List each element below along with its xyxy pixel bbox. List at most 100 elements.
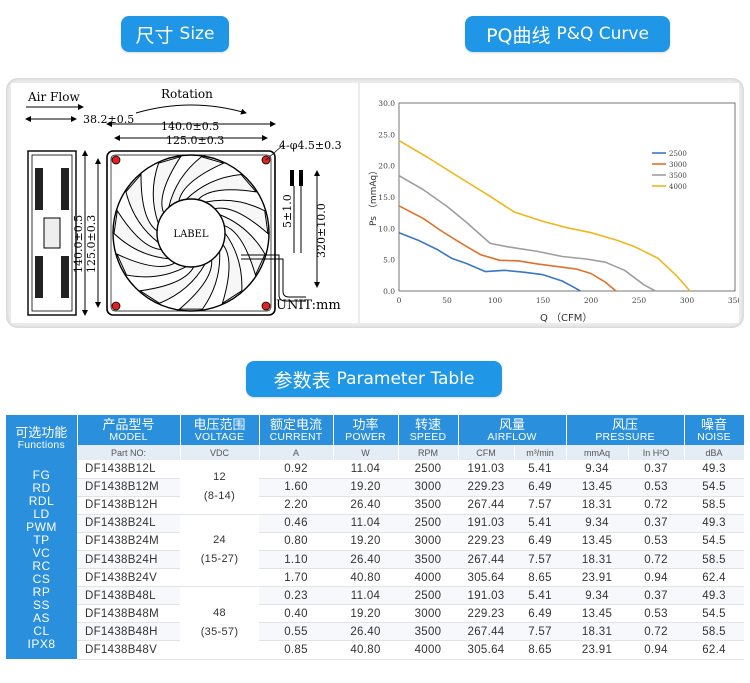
fan-drawing: Air Flow Rotation 38.2±0.5 140.0±0.5 125…	[25, 87, 342, 316]
table-cell: 4000	[398, 640, 458, 660]
table-cell: 0.46	[259, 514, 333, 533]
column-header-en: MODEL	[109, 431, 148, 443]
table-cell: 6.49	[514, 478, 566, 497]
model-cell: DF1438B24M	[77, 532, 180, 551]
column-header: 产品型号 MODEL	[77, 415, 181, 445]
fan-blade	[152, 155, 182, 225]
series-line-2500	[398, 231, 581, 292]
y-tick-label: 5.0	[383, 256, 395, 265]
wire-length-dim: 320±10.0	[315, 203, 328, 258]
model-cell: DF1438B12L	[77, 460, 180, 479]
table-cell: 26.40	[333, 550, 398, 570]
voltage-range: (8-14)	[203, 489, 236, 502]
table-cell: 267.44	[458, 622, 514, 642]
function-item: RD	[32, 480, 51, 495]
column-header-cn: 可选功能	[15, 424, 68, 440]
table-cell: 7.57	[514, 622, 566, 642]
column-header-cn: 电压范围	[193, 417, 246, 432]
column-header-en: Functions	[17, 438, 65, 451]
column-header-cn: 风量	[498, 417, 525, 432]
table-cell: 1.70	[259, 568, 333, 588]
table-cell: 23.91	[566, 640, 628, 660]
table-cell: 19.20	[333, 478, 398, 497]
table-row: DF1438B12M 1.60 19.20 3000 229.23 6.49 13.45 0.…	[6, 478, 744, 497]
table-cell: 2500	[398, 460, 458, 479]
column-header-cn: 噪音	[700, 417, 727, 432]
table-cell: 11.04	[333, 514, 398, 533]
table-cell: 18.31	[566, 622, 628, 642]
function-item: IPX8	[27, 636, 56, 651]
model-cell: DF1438B48M	[77, 604, 180, 624]
table-cell: 191.03	[458, 586, 514, 606]
legend-label: 4000	[669, 183, 687, 191]
size-header-cn: 尺寸	[135, 24, 174, 47]
table-cell: 49.3	[684, 514, 744, 533]
table-cell: 3500	[398, 550, 458, 570]
y-axis-label: Ps （mmAq）	[368, 166, 379, 226]
fan-blade	[221, 231, 243, 305]
y-tick-label: 10.0	[378, 224, 395, 233]
table-row: DF1438B24M 0.80 19.20 3000 229.23 6.49 13.45 0.…	[6, 532, 744, 551]
table-cell: 305.64	[458, 568, 514, 588]
rotation-arrow	[135, 104, 247, 115]
table-row: DF1438B48V 0.85 40.80 4000 305.64 8.65 23.91 0.…	[6, 640, 744, 660]
table-cell: 11.04	[333, 460, 398, 479]
table-cell: 229.23	[458, 478, 514, 497]
table-cell: 40.80	[333, 568, 398, 588]
table-cell: 0.55	[259, 622, 333, 642]
height-outer-dim: 140.0±0.5	[72, 215, 85, 273]
column-header-cn: 转速	[414, 417, 441, 432]
voltage-value: 24	[213, 534, 226, 547]
table-cell: 3500	[398, 622, 458, 642]
voltage-cell: 12 (8-14)	[180, 460, 259, 515]
fan-blade	[115, 253, 188, 278]
table-cell: 54.5	[684, 604, 744, 624]
table-cell: 229.23	[458, 604, 514, 624]
voltage-range: (15-27)	[200, 553, 239, 566]
table-cell: 54.5	[684, 532, 744, 551]
table-cell: 19.20	[333, 532, 398, 551]
column-header: 可选功能 Functions	[6, 415, 78, 460]
table-cell: 49.3	[684, 460, 744, 479]
legend-label: 3000	[669, 161, 687, 169]
model-cell: DF1438B12H	[77, 496, 180, 515]
table-cell: 0.72	[628, 496, 684, 515]
table-cell: 6.49	[514, 604, 566, 624]
table-cell: 5.41	[514, 460, 566, 479]
table-cell: 305.64	[458, 640, 514, 660]
model-cell: DF1438B24H	[77, 550, 180, 570]
fan-blade	[113, 209, 170, 260]
table-cell: 191.03	[458, 514, 514, 533]
voltage-range: (35-57)	[200, 625, 239, 638]
table-cell: 0.72	[628, 622, 684, 642]
table-cell: 26.40	[333, 496, 398, 515]
y-tick-label: 30.0	[378, 99, 395, 108]
table-row: DF1438B24V 1.70 40.80 4000 305.64 8.65 23.91 0.…	[6, 568, 744, 588]
unit-cell: m³/min	[514, 445, 567, 460]
column-header-en: PRESSURE	[595, 431, 655, 443]
table-cell: 0.53	[628, 604, 684, 624]
table-cell: 0.37	[628, 514, 684, 533]
unit-cell: A	[259, 445, 334, 460]
column-header: 功率 POWER	[333, 415, 399, 445]
function-item: LD	[33, 506, 50, 521]
column-header-en: POWER	[345, 431, 386, 443]
function-item: SS	[32, 597, 50, 612]
column-header-en: NOISE	[697, 431, 731, 443]
table-cell: 8.65	[514, 568, 566, 588]
function-item: TP	[33, 532, 50, 547]
table-cell: 58.5	[684, 496, 744, 515]
air-flow-label: Air Flow	[27, 90, 80, 104]
column-header-en: AIRFLOW	[487, 431, 537, 443]
x-tick-label: 150	[536, 296, 551, 305]
function-item: CL	[33, 623, 50, 638]
y-tick-label: 0.0	[383, 287, 395, 296]
model-cell: DF1438B24L	[77, 514, 180, 533]
table-cell: 4000	[398, 568, 458, 588]
width-hole-dim: 125.0±0.3	[166, 134, 224, 147]
table-cell: 1.60	[259, 478, 333, 497]
column-header-cn: 功率	[352, 417, 379, 432]
table-cell: 267.44	[458, 550, 514, 570]
fan-blade	[138, 263, 207, 304]
column-header-cn: 产品型号	[102, 417, 155, 432]
